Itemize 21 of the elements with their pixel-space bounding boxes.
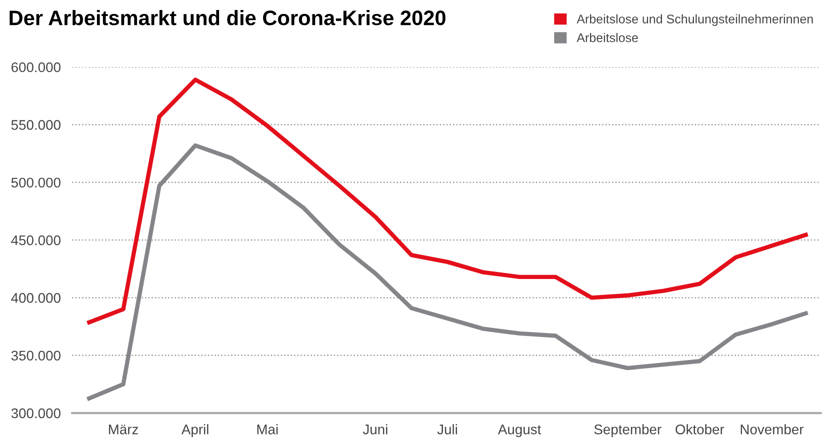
y-tick-label: 600.000 <box>12 62 60 72</box>
y-tick-label: 400.000 <box>11 293 60 303</box>
x-tick-label: März <box>108 424 138 434</box>
legend-label: Arbeitslose <box>576 32 638 42</box>
legend-label: Arbeitslose und Schulungsteilnehmerinnen <box>576 14 813 26</box>
y-tick-label: 350.000 <box>11 350 60 361</box>
x-tick-label: Juni <box>362 424 388 434</box>
line-series <box>85 143 810 402</box>
x-tick-label: Mai <box>257 424 278 434</box>
x-tick-label: April <box>181 424 208 438</box>
y-tick-label: 450.000 <box>11 235 60 246</box>
x-tick-label: September <box>594 424 662 438</box>
x-tick-label: November <box>740 424 804 434</box>
x-tick-label: Oktober <box>676 424 724 434</box>
line-series <box>85 78 810 326</box>
x-tick-label: Juli <box>437 424 457 434</box>
y-tick-label: 500.000 <box>11 178 60 188</box>
y-tick-label: 300.000 <box>11 408 60 418</box>
chart-title: Der Arbeitsmarkt und die Corona-Krise 2020 <box>10 10 446 26</box>
y-tick-label: 550.000 <box>11 120 60 130</box>
x-tick-label: August <box>498 424 542 438</box>
